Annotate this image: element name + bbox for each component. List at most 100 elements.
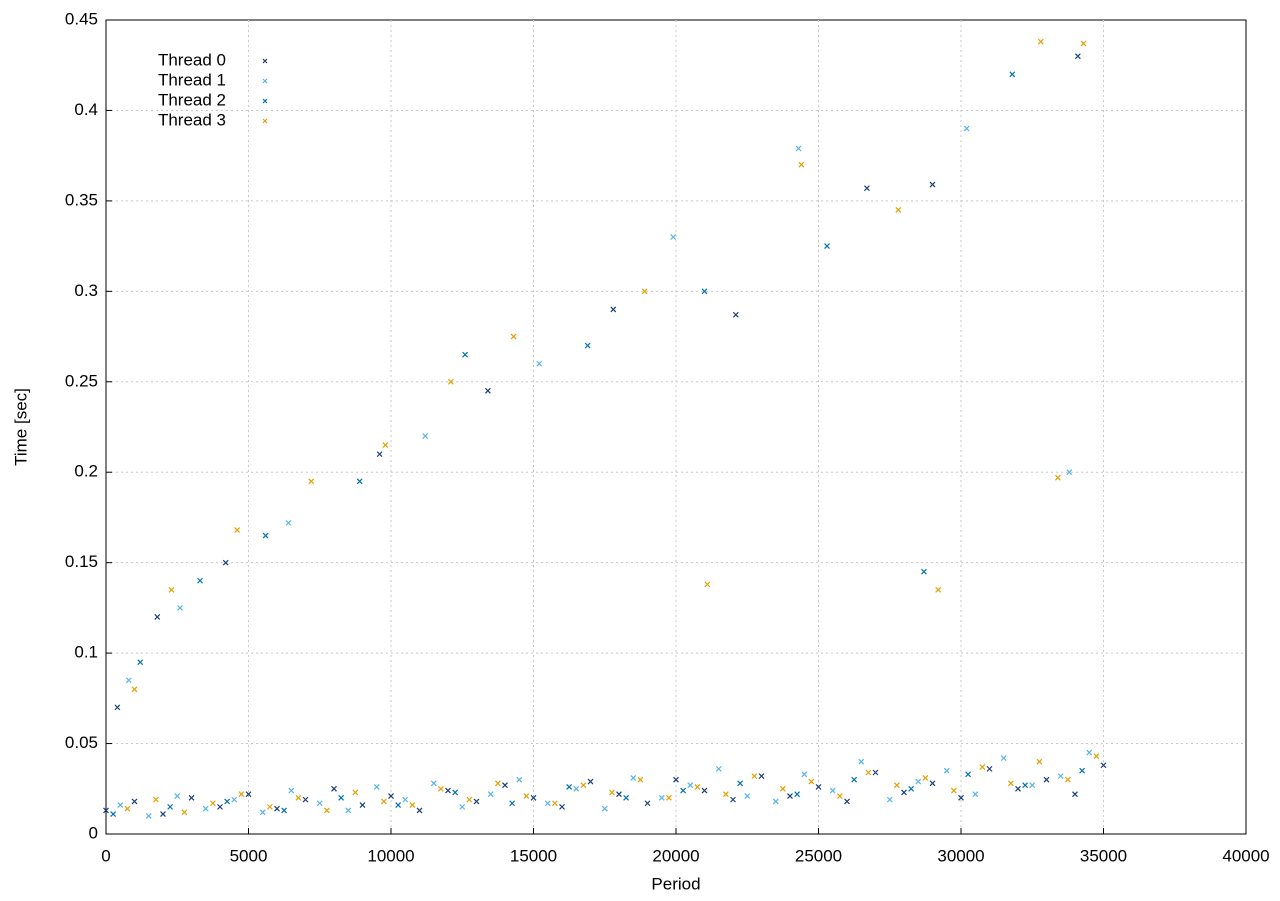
point — [958, 794, 964, 801]
point — [950, 787, 957, 794]
y-tick-label: 0.15 — [65, 552, 98, 571]
point — [530, 794, 537, 801]
point — [623, 794, 630, 801]
point — [308, 478, 315, 485]
y-tick-label: 0.4 — [74, 100, 98, 119]
point — [382, 442, 389, 449]
x-axis-label: Period — [651, 874, 700, 893]
point — [117, 802, 124, 808]
x-tick-label: 30000 — [937, 846, 984, 865]
point — [637, 776, 644, 783]
point — [174, 793, 181, 799]
point — [1037, 38, 1044, 45]
y-tick-label: 0.25 — [65, 371, 98, 390]
point — [701, 288, 708, 295]
point — [516, 776, 523, 783]
point — [376, 451, 383, 458]
point — [972, 791, 979, 798]
point — [730, 796, 736, 803]
point — [209, 800, 216, 807]
point — [154, 614, 161, 620]
x-tick-label: 0 — [101, 846, 110, 865]
point — [915, 778, 922, 785]
legend-marker — [262, 58, 268, 64]
point — [131, 686, 138, 693]
point — [1086, 749, 1093, 756]
x-tick-label: 25000 — [795, 846, 842, 865]
y-tick-label: 0 — [89, 823, 98, 842]
point — [670, 234, 677, 240]
point — [922, 774, 929, 781]
point — [544, 800, 551, 807]
point — [124, 805, 131, 812]
point — [1074, 53, 1081, 60]
point — [901, 789, 907, 796]
point — [1066, 469, 1073, 476]
point — [836, 793, 843, 799]
point — [979, 764, 986, 770]
point — [616, 791, 622, 798]
point — [808, 778, 815, 785]
point — [234, 527, 241, 534]
point — [259, 809, 266, 816]
point — [484, 387, 491, 394]
point — [462, 351, 469, 358]
point — [865, 769, 872, 776]
point — [965, 771, 972, 778]
point — [929, 181, 936, 188]
point — [217, 803, 223, 810]
point — [447, 378, 454, 385]
point — [373, 784, 380, 790]
y-tick-label: 0.3 — [74, 281, 98, 300]
point — [566, 784, 573, 790]
point — [352, 789, 359, 796]
point — [1100, 762, 1107, 769]
point — [114, 704, 121, 711]
point — [963, 125, 970, 132]
point — [908, 785, 915, 792]
point — [222, 559, 229, 566]
y-tick-label: 0.05 — [65, 733, 98, 752]
point — [416, 807, 423, 814]
point — [224, 798, 231, 805]
point — [395, 802, 402, 808]
x-tick-label: 35000 — [1080, 846, 1127, 865]
point — [262, 532, 269, 539]
point — [1093, 753, 1100, 760]
point — [302, 796, 309, 803]
point — [285, 519, 292, 526]
point — [943, 767, 950, 774]
x-tick-label: 15000 — [510, 846, 557, 865]
point — [737, 780, 744, 787]
x-tick-label: 20000 — [652, 846, 699, 865]
point — [445, 787, 451, 794]
y-tick-label: 0.2 — [74, 462, 98, 481]
point — [858, 758, 865, 765]
point — [658, 794, 665, 801]
point — [509, 800, 516, 807]
point — [1079, 767, 1086, 774]
point — [801, 771, 808, 778]
point — [145, 812, 152, 819]
x-tick-label: 40000 — [1222, 846, 1269, 865]
point — [110, 811, 117, 818]
y-axis-label: Time [sec] — [11, 388, 30, 466]
point — [665, 794, 672, 801]
point — [929, 780, 936, 787]
point — [644, 800, 651, 807]
point — [559, 803, 565, 810]
point — [167, 803, 174, 810]
point — [1080, 40, 1087, 47]
point — [430, 780, 437, 787]
point — [295, 794, 302, 801]
legend-label: Thread 0 — [158, 50, 226, 69]
point — [732, 311, 739, 318]
point — [1000, 755, 1007, 761]
point — [1022, 782, 1029, 789]
legend-marker — [262, 118, 268, 124]
point — [281, 807, 288, 814]
point — [551, 800, 558, 807]
point — [388, 793, 394, 799]
point — [751, 773, 758, 780]
